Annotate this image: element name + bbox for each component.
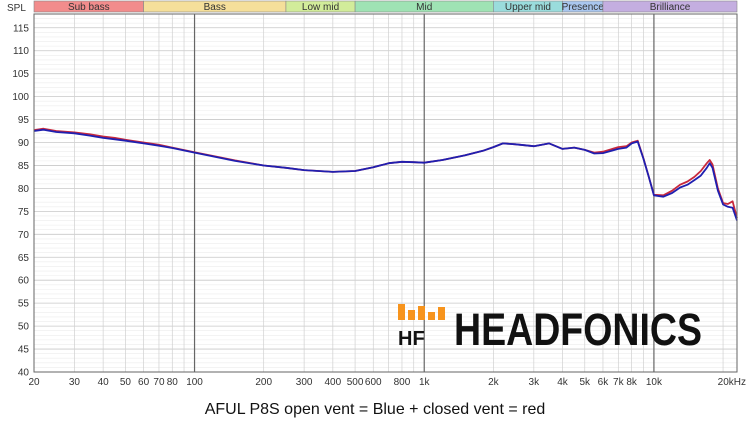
y-tick-100: 100 (12, 92, 29, 103)
x-tick-6k: 6k (598, 377, 610, 388)
x-tick-7k: 7k (613, 377, 625, 388)
x-tick-50: 50 (120, 377, 132, 388)
x-tick-500: 500 (347, 377, 364, 388)
x-tick-2k: 2k (488, 377, 500, 388)
x-tick-1k: 1k (419, 377, 431, 388)
x-tick-40: 40 (98, 377, 110, 388)
y-tick-40: 40 (18, 368, 30, 379)
x-tick-80: 80 (167, 377, 179, 388)
band-label-6: Brilliance (650, 2, 691, 13)
x-tick-3k: 3k (529, 377, 541, 388)
y-tick-60: 60 (18, 276, 30, 287)
x-tick-400: 400 (324, 377, 341, 388)
y-tick-70: 70 (18, 230, 30, 241)
y-tick-110: 110 (13, 46, 29, 57)
x-tick-8k: 8k (626, 377, 638, 388)
x-tick-100: 100 (186, 377, 203, 388)
x-tick-70: 70 (153, 377, 165, 388)
y-tick-95: 95 (18, 115, 30, 126)
y-tick-85: 85 (18, 161, 30, 172)
logo-brand-text: HEADFONICS (454, 304, 702, 355)
band-label-3: Mid (416, 2, 432, 13)
y-tick-50: 50 (18, 322, 30, 333)
x-tick-600: 600 (365, 377, 382, 388)
x-tick-60: 60 (138, 377, 150, 388)
series-line-0 (33, 128, 738, 221)
headfonics-logo: HF HEADFONICS (398, 304, 702, 355)
x-tick-30: 30 (69, 377, 81, 388)
y-tick-45: 45 (18, 345, 30, 356)
x-tick-20kHz: 20kHz (718, 377, 746, 388)
y-tick-80: 80 (18, 184, 30, 195)
x-tick-10k: 10k (646, 377, 663, 388)
y-tick-90: 90 (18, 138, 30, 149)
band-label-4: Upper mid (505, 2, 551, 13)
series-lines (33, 127, 738, 221)
x-tick-200: 200 (255, 377, 272, 388)
x-axis-tick-labels: 20 30 40 50 60 70 80 100 200 300 400 500 600 800 1k 2k 3… (28, 377, 746, 388)
band-label-1: Bass (204, 2, 226, 13)
x-tick-800: 800 (394, 377, 411, 388)
x-tick-300: 300 (296, 377, 313, 388)
logo-equalizer-bars (398, 304, 445, 320)
band-label-2: Low mid (302, 2, 339, 13)
y-tick-115: 115 (13, 23, 29, 34)
band-6 (602, 0, 738, 13)
y-tick-55: 55 (18, 299, 30, 310)
x-tick-20: 20 (28, 377, 40, 388)
logo-badge-text: HF (398, 328, 425, 350)
y-unit-label: SPL (7, 3, 26, 14)
chart-caption: AFUL P8S open vent = Blue + closed vent … (205, 401, 546, 418)
y-tick-75: 75 (18, 207, 30, 218)
y-tick-105: 105 (12, 69, 29, 80)
x-tick-5k: 5k (579, 377, 591, 388)
frequency-band-header: Sub bass Bass Low mid Mid Upper mid Presence B… (33, 0, 738, 13)
y-axis-tick-labels: 40 45 50 55 60 65 70 75 80 85 90 95 100 105 110 115 (12, 23, 29, 378)
band-label-0: Sub bass (68, 2, 110, 13)
plot-frame (33, 13, 738, 373)
band-label-5: Presence (562, 2, 605, 13)
x-tick-4k: 4k (557, 377, 569, 388)
y-tick-65: 65 (18, 253, 30, 264)
